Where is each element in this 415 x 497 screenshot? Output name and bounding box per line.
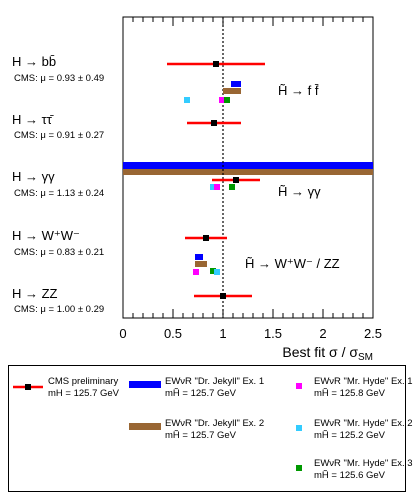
legend-label-jekyll1: EWνR "Dr. Jekyll" Ex. 1: [165, 376, 265, 387]
x-tick-label: 0.5: [164, 326, 182, 341]
legend-sub-hyde3: mH̃ = 125.6 GeV: [314, 470, 386, 481]
x-tick-label: 1.5: [264, 326, 282, 341]
channel-cms-value: CMS: μ = 1.00 ± 0.29: [14, 304, 104, 315]
channel-label: H → γγ: [12, 169, 55, 184]
legend: CMS preliminary mH = 125.7 GeV EWνR "Dr.…: [8, 365, 413, 492]
hyde3-point-ff: [224, 97, 230, 103]
legend-symbol-cms: [13, 384, 43, 390]
channel-label: H → bb̄: [12, 54, 56, 69]
legend-symbol-jekyll1: [129, 381, 161, 388]
legend-sub-jekyll1: mH̃ = 125.7 GeV: [165, 388, 237, 399]
legend-symbol-hyde1: [296, 383, 302, 389]
group-label-ff: H̃ → f f̄: [278, 83, 319, 98]
legend-entry-cms: CMS preliminary mH = 125.7 GeV: [12, 376, 119, 400]
hyde3-point-wwzz: [210, 268, 216, 274]
channel-cms-value: CMS: μ = 0.83 ± 0.21: [14, 247, 104, 258]
channel-label: H → ZZ: [12, 286, 58, 301]
hyde1-point-gamgam: [214, 184, 220, 190]
channel-label: H → ττ̄: [12, 112, 54, 127]
x-tick-label: 2: [319, 326, 326, 341]
group-label-wwzz: H̃ → W⁺W⁻ / ZZ: [245, 256, 340, 271]
x-axis-label: Best fit σ / σSM: [282, 344, 373, 363]
legend-entry-jekyll1: EWνR "Dr. Jekyll" Ex. 1 mH̃ = 125.7 GeV: [129, 376, 264, 400]
legend-symbol-hyde3: [296, 465, 302, 471]
legend-sub-hyde2: mH̃ = 125.2 GeV: [314, 430, 386, 441]
channel-cms-value: CMS: μ = 0.91 ± 0.27: [14, 130, 104, 141]
jekyll1-box-ff: [231, 81, 241, 87]
hyde2-point-gamgam: [210, 184, 216, 190]
hyde1-point-wwzz: [193, 269, 199, 275]
jekyll1-box-wwzz: [195, 254, 203, 260]
cms-point: [211, 120, 217, 126]
legend-label-jekyll2: EWνR "Dr. Jekyll" Ex. 2: [165, 418, 265, 429]
hyde3-point-gamgam: [229, 184, 235, 190]
legend-label-cms: CMS preliminary: [48, 376, 119, 387]
x-tick-label: 2.5: [364, 326, 382, 341]
legend-sub-hyde1: mH̃ = 125.8 GeV: [314, 388, 386, 399]
legend-label-hyde3: EWνR "Mr. Hyde" Ex. 3: [314, 458, 413, 469]
cms-point: [203, 235, 209, 241]
channel-cms-value: CMS: μ = 1.13 ± 0.24: [14, 188, 104, 199]
legend-label-hyde1: EWνR "Mr. Hyde" Ex. 1: [314, 376, 413, 387]
legend-entry-jekyll2: EWνR "Dr. Jekyll" Ex. 2 mH̃ = 125.7 GeV: [129, 418, 264, 442]
jekyll2-box-wwzz: [195, 261, 207, 267]
jekyll2-band-gamgam: [123, 169, 373, 175]
cms-point: [233, 177, 239, 183]
channel-label: H → W⁺W⁻: [12, 228, 80, 243]
hyde2-point-ff: [184, 97, 190, 103]
legend-entry-hyde3: EWνR "Mr. Hyde" Ex. 3 mH̃ = 125.6 GeV: [284, 458, 413, 482]
legend-entry-hyde2: EWνR "Mr. Hyde" Ex. 2 mH̃ = 125.2 GeV: [284, 418, 413, 442]
legend-sub-cms: mH = 125.7 GeV: [48, 388, 120, 399]
legend-symbol-hyde2: [296, 425, 302, 431]
chart-plot: 0 0.5 1 1.5 2 2.5 Best fit σ / σSM H → bb̄ CMS: …: [12, 16, 382, 363]
legend-entry-hyde1: EWνR "Mr. Hyde" Ex. 1 mH̃ = 125.8 GeV: [284, 376, 413, 400]
jekyll1-band-gamgam: [123, 162, 373, 169]
group-label-gamgam: H̃ → γγ: [278, 184, 321, 199]
legend-label-hyde2: EWνR "Mr. Hyde" Ex. 2: [314, 418, 413, 429]
x-tick-label: 0: [119, 326, 126, 341]
legend-sub-jekyll2: mH̃ = 125.7 GeV: [165, 430, 237, 441]
cms-point: [220, 293, 226, 299]
legend-symbol-jekyll2: [129, 423, 161, 430]
hyde2-point-wwzz: [214, 269, 220, 275]
jekyll2-box-ff: [223, 88, 241, 94]
x-tick-label: 1: [219, 326, 226, 341]
channel-cms-value: CMS: μ = 0.93 ± 0.49: [14, 73, 104, 84]
cms-point: [213, 61, 219, 67]
hyde1-point-ff: [219, 97, 225, 103]
